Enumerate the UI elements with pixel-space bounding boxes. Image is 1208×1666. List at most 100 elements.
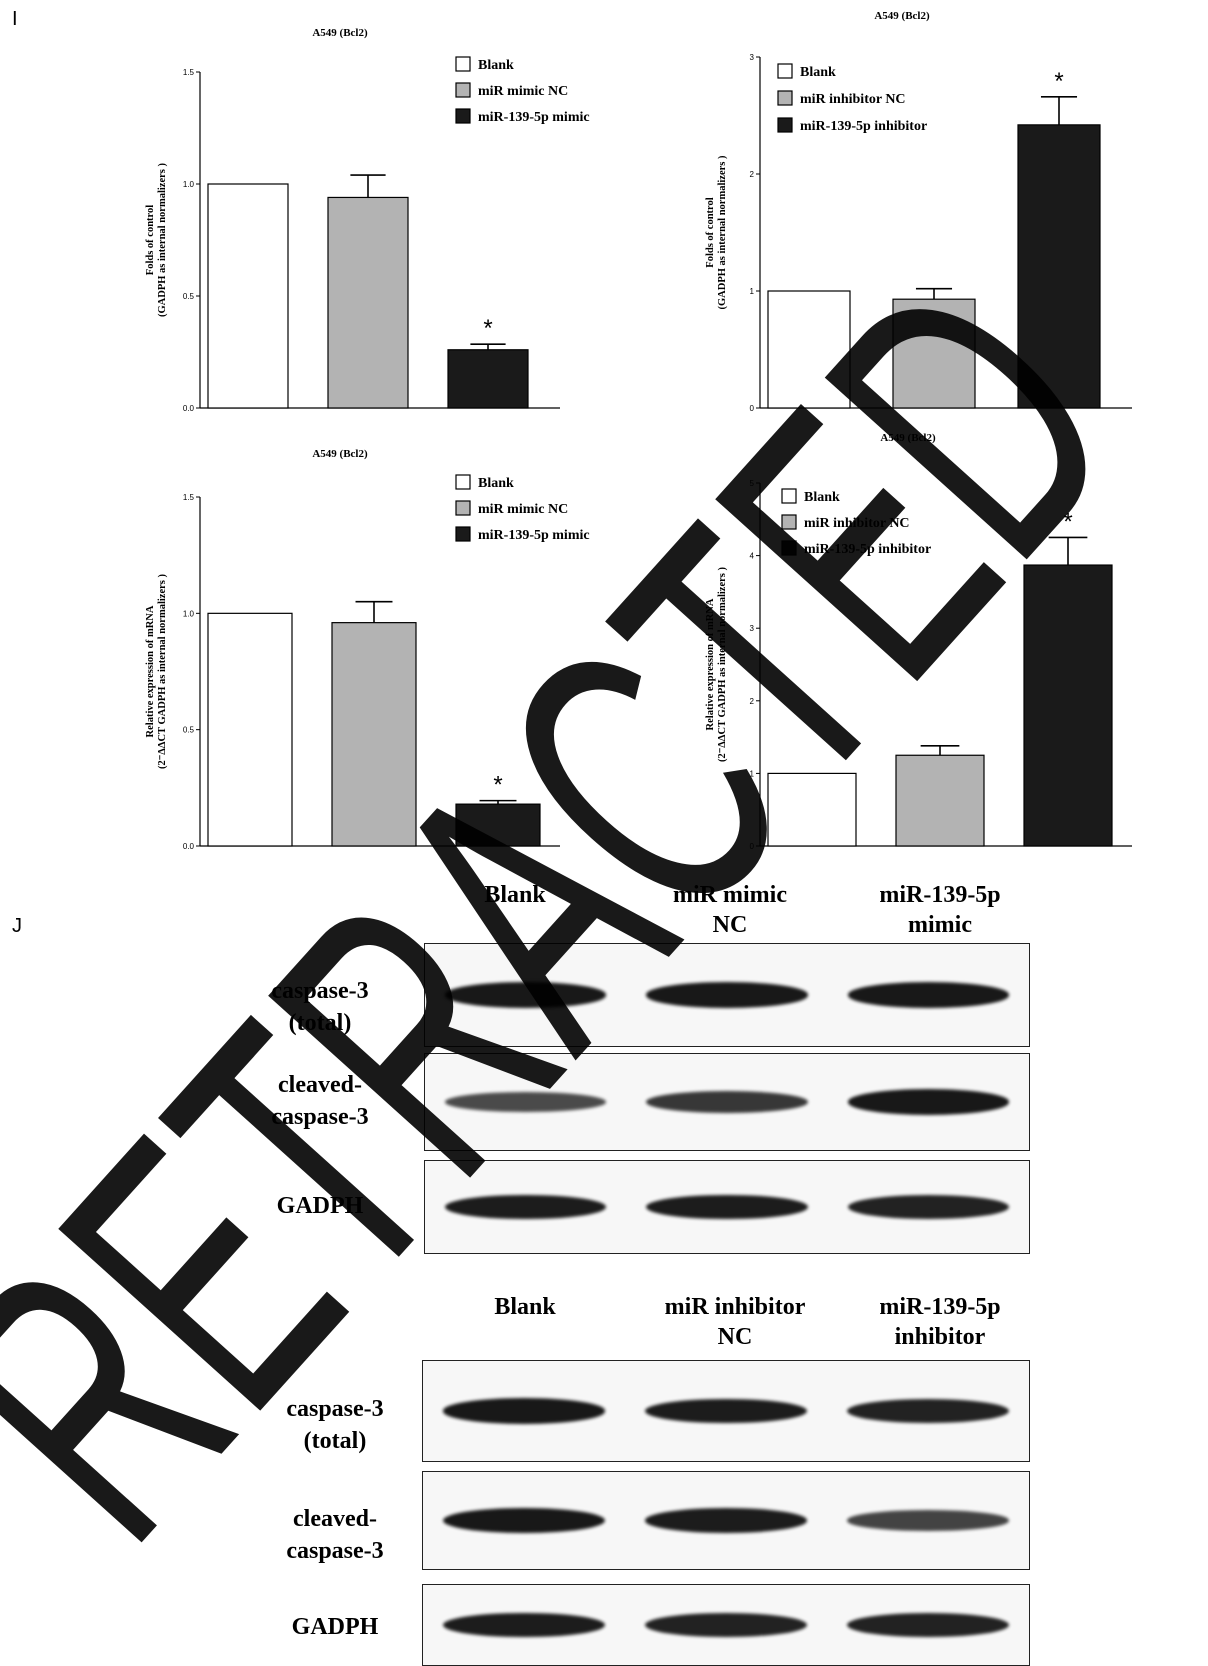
- bar: [767, 290, 851, 409]
- blot-row-label: GADPH: [276, 1193, 364, 1219]
- y-tick-label: 1.5: [183, 68, 195, 77]
- y-tick-label: 1: [750, 769, 755, 778]
- chart-title: A549 (Bcl2): [312, 448, 368, 460]
- blot-band: [645, 1508, 807, 1533]
- panel-label-i: I: [12, 8, 18, 30]
- legend-label: miR-139-5p inhibitor: [800, 119, 927, 134]
- chart-title: A549 (Bcl2): [880, 432, 936, 444]
- legend-swatch: [455, 500, 471, 516]
- bar: [1017, 124, 1101, 409]
- legend-swatch: [777, 90, 793, 106]
- blot-band: [443, 1507, 605, 1534]
- y-axis-label: Relative expression of mRNA: [145, 605, 156, 737]
- significance-marker: *: [483, 315, 492, 342]
- legend-swatch: [455, 108, 471, 124]
- y-tick-label: 1.0: [183, 180, 195, 189]
- y-tick-label: 0.5: [183, 726, 195, 735]
- y-tick-label: 1.0: [183, 609, 195, 618]
- bar: [767, 772, 857, 847]
- bar: [892, 298, 976, 409]
- y-axis-label: (2⁻ΔΔCT GADPH as internal normalizers ): [157, 574, 168, 769]
- legend-label: miR inhibitor NC: [800, 92, 906, 107]
- y-tick-label: 5: [750, 479, 755, 488]
- legend-swatch: [455, 526, 471, 542]
- blot-row-label: GADPH: [291, 1614, 379, 1640]
- bar: [895, 754, 985, 847]
- y-tick-label: 0.5: [183, 292, 195, 301]
- blot-band: [443, 1398, 605, 1424]
- blot-strip: [422, 1471, 1030, 1570]
- y-tick-label: 0.0: [183, 842, 195, 851]
- lane-label: Blank: [494, 1294, 556, 1320]
- blot-band: [646, 1091, 808, 1113]
- bar: [207, 183, 289, 409]
- blot-band: [445, 1194, 607, 1220]
- blot-band: [847, 1195, 1009, 1219]
- blot-row-label: caspase-3 (total): [286, 1396, 384, 1454]
- blot-band: [646, 982, 808, 1008]
- blot-row-label: cleaved- caspase-3: [271, 1072, 369, 1130]
- lane-label: miR-139-5p inhibitor: [879, 1294, 1001, 1350]
- lane-label: miR inhibitor NC: [664, 1294, 806, 1350]
- y-tick-label: 2: [750, 697, 755, 706]
- blot-band: [645, 1613, 807, 1637]
- blot-strip: [424, 1053, 1030, 1151]
- legend-swatch: [781, 488, 797, 504]
- legend-swatch: [781, 514, 797, 530]
- y-tick-label: 0: [750, 842, 755, 851]
- blot-row-label: cleaved- caspase-3: [286, 1506, 384, 1564]
- legend-label: Blank: [804, 490, 840, 505]
- blot-band: [443, 1612, 605, 1638]
- lane-label: miR-139-5p mimic: [879, 882, 1001, 938]
- legend-swatch: [455, 474, 471, 490]
- legend-swatch: [455, 56, 471, 72]
- legend-label: miR-139-5p inhibitor: [804, 542, 931, 557]
- chart-title: A549 (Bcl2): [874, 10, 930, 22]
- blot-band: [445, 982, 607, 1008]
- blot-strip: [424, 943, 1030, 1047]
- y-axis-label: (GADPH as internal normalizers ): [157, 163, 168, 317]
- legend-label: miR-139-5p mimic: [478, 528, 590, 543]
- blot-row-label: caspase-3 (total): [271, 978, 369, 1036]
- bar: [327, 196, 409, 409]
- legend-label: Blank: [800, 65, 836, 80]
- legend-label: miR-139-5p mimic: [478, 110, 590, 125]
- lane-label: miR mimic NC: [673, 882, 787, 938]
- legend-label: miR mimic NC: [478, 502, 568, 517]
- y-tick-label: 0: [750, 404, 755, 413]
- bar: [207, 612, 293, 847]
- y-tick-label: 3: [750, 53, 755, 62]
- blot-strip: [424, 1160, 1030, 1254]
- legend-label: Blank: [478, 58, 514, 73]
- bar: [1023, 564, 1113, 847]
- legend-label: miR mimic NC: [478, 84, 568, 99]
- western-blot-inhibitor: Blank miR inhibitor NC miR-139-5p inhibi…: [0, 1280, 1208, 1666]
- legend-label: Blank: [478, 476, 514, 491]
- blot-strip: [422, 1360, 1030, 1462]
- blot-band: [847, 1089, 1009, 1115]
- y-tick-label: 1: [750, 287, 755, 296]
- significance-marker: *: [1054, 68, 1063, 95]
- blot-strip: [422, 1584, 1030, 1666]
- y-tick-label: 0.0: [183, 404, 195, 413]
- significance-marker: *: [1063, 508, 1072, 535]
- blot-band: [847, 1399, 1009, 1423]
- legend-swatch: [781, 540, 797, 556]
- panel-label-j: J: [12, 915, 22, 937]
- lane-label: Blank: [484, 882, 546, 908]
- blot-band: [445, 1092, 607, 1112]
- y-tick-label: 1.5: [183, 493, 195, 502]
- chart-title: A549 (Bcl2): [312, 27, 368, 39]
- blot-band: [847, 982, 1009, 1008]
- bar: [331, 622, 417, 847]
- y-axis-label: Folds of control: [145, 205, 156, 275]
- y-tick-label: 2: [750, 170, 755, 179]
- bar: [447, 349, 529, 409]
- y-axis-label: (2⁻ΔΔCT GADPH as internal normalizers ): [717, 567, 728, 762]
- blot-band: [646, 1194, 808, 1220]
- y-tick-label: 3: [750, 624, 755, 633]
- blot-band: [645, 1398, 807, 1424]
- blot-band: [847, 1613, 1009, 1637]
- bar: [455, 803, 541, 847]
